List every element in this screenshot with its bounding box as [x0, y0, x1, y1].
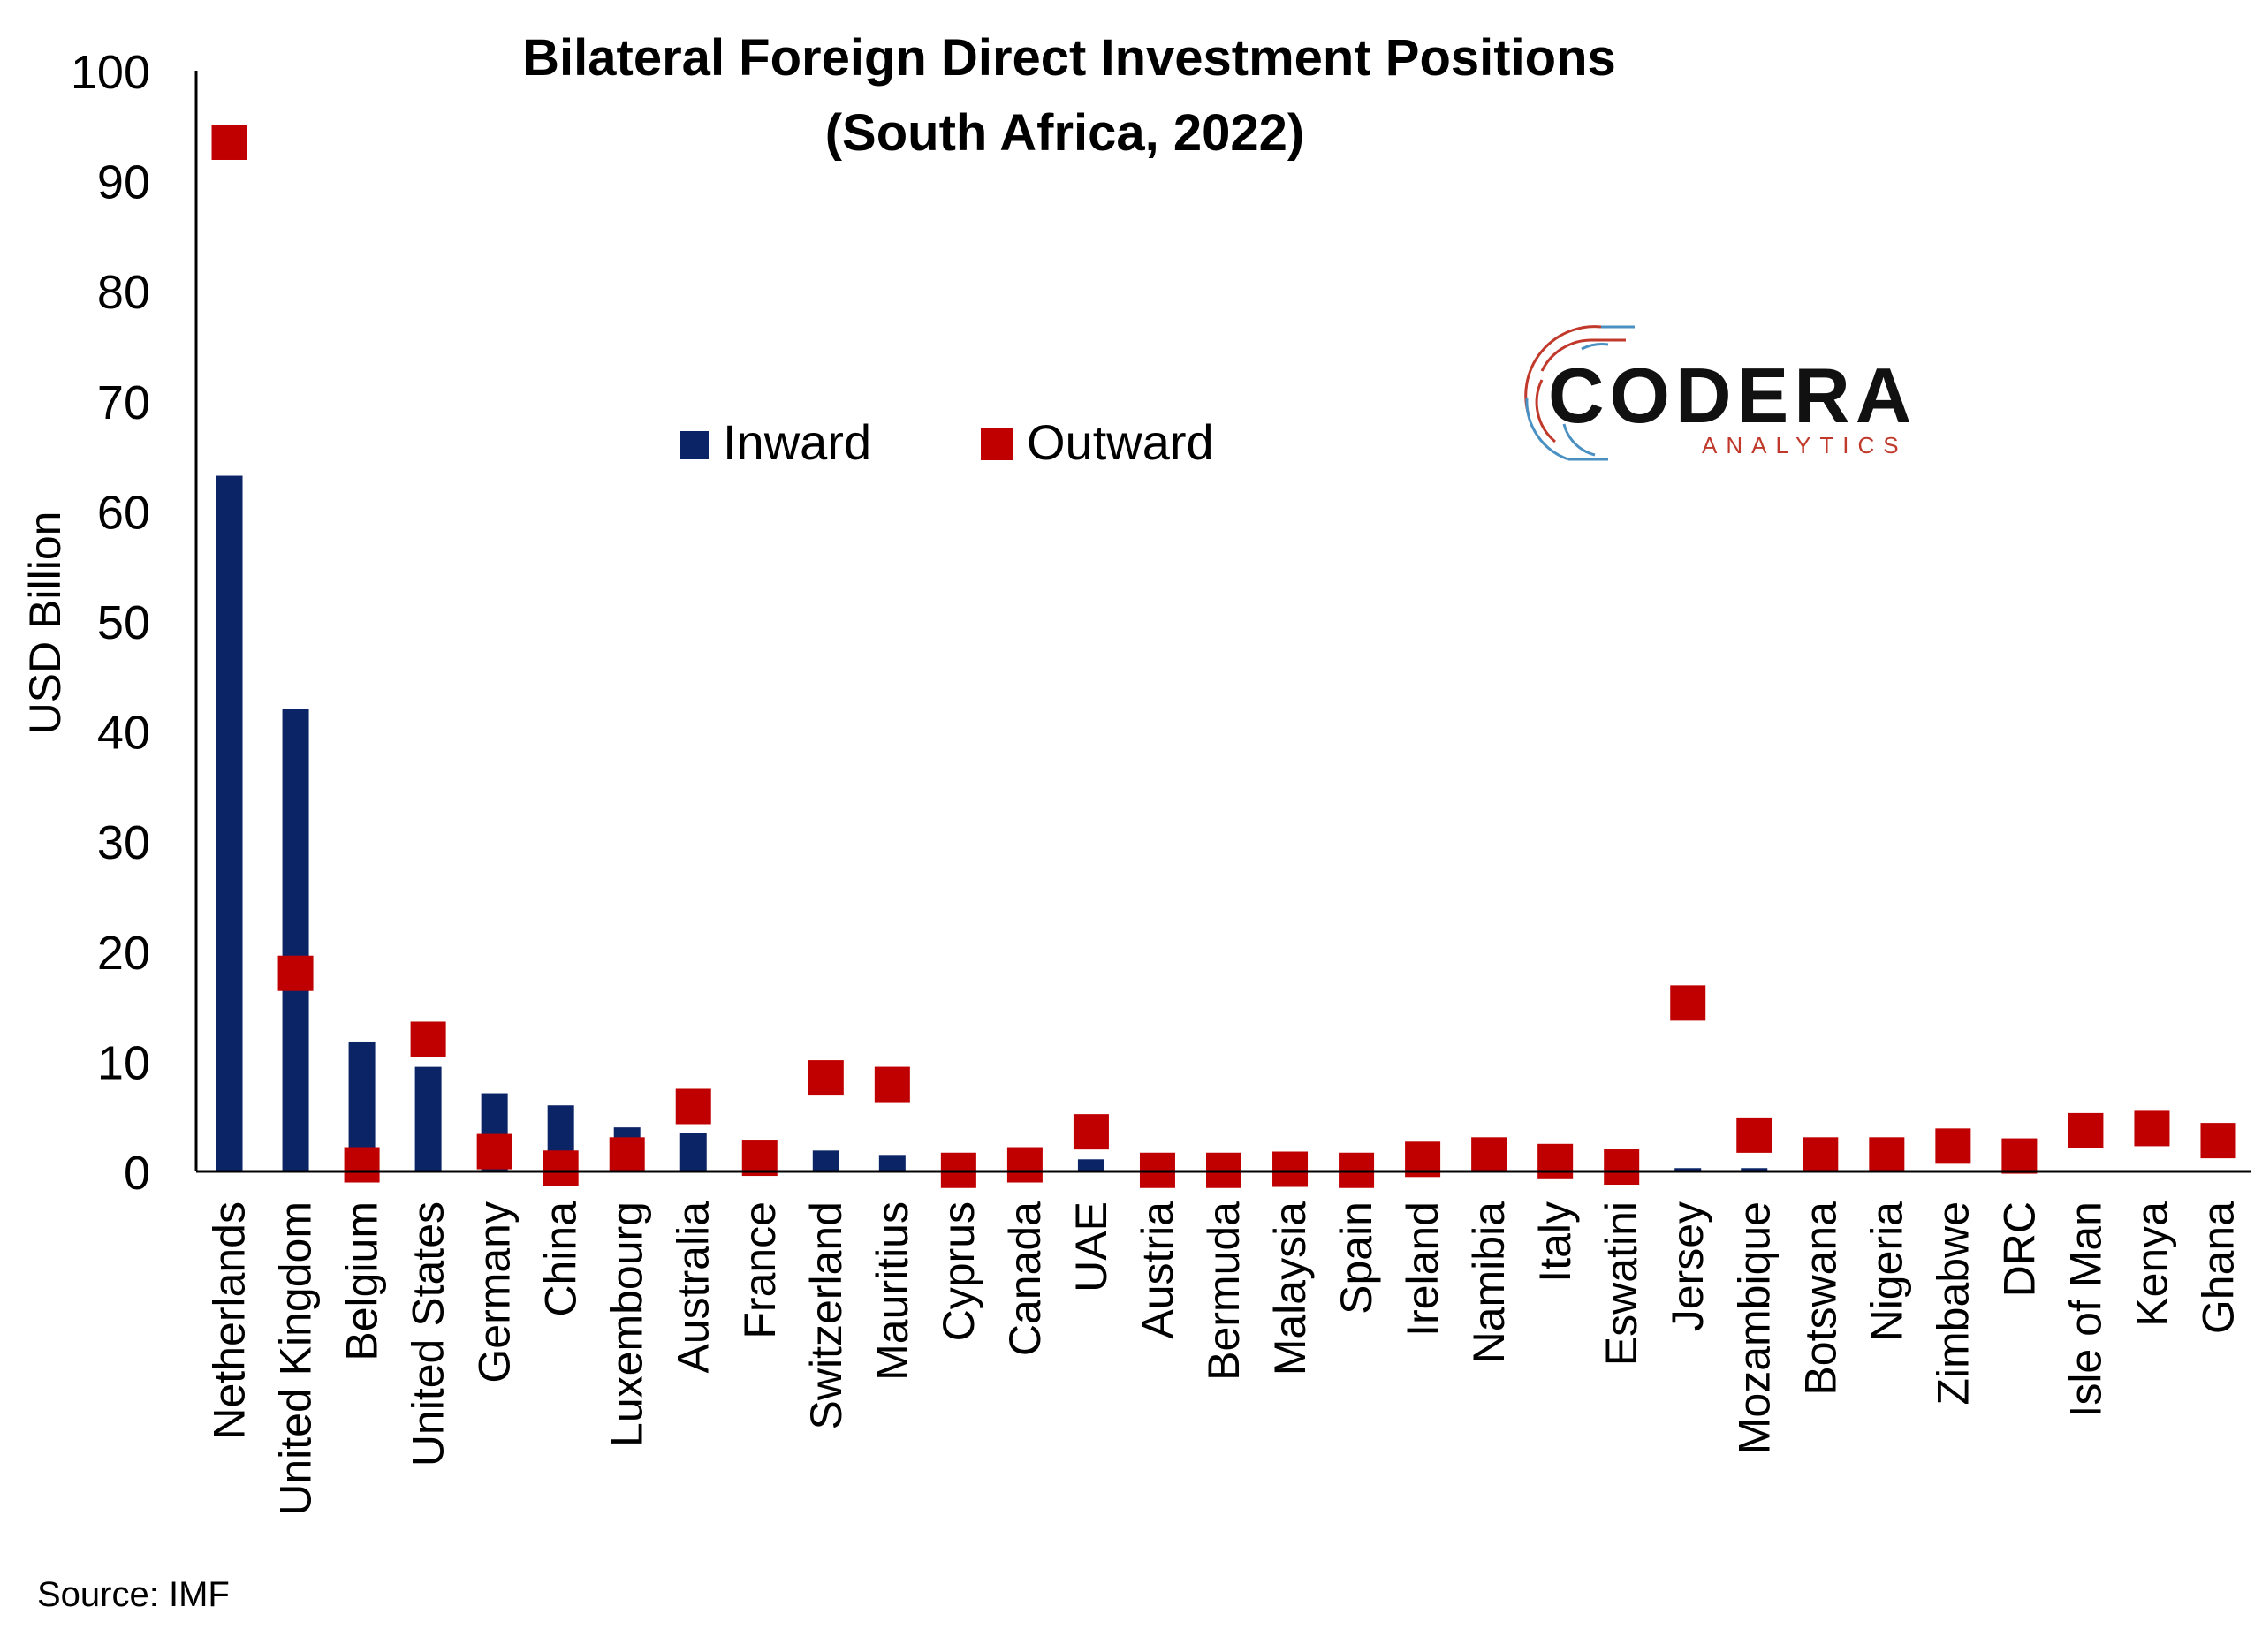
x-tick-label: Mauritius [868, 1201, 917, 1381]
x-tick-label: Nigeria [1862, 1201, 1911, 1342]
inward-bar [1741, 1168, 1768, 1171]
outward-marker [741, 1140, 778, 1177]
y-tick-label: 10 [97, 1036, 150, 1089]
outward-marker [609, 1137, 645, 1173]
outward-marker [344, 1147, 380, 1183]
x-tick-label: China [536, 1201, 586, 1317]
y-tick-label: 100 [71, 46, 150, 99]
source-note: Source: IMF [37, 1575, 230, 1614]
outward-marker [1869, 1137, 1905, 1173]
inward-bars [216, 475, 1834, 1171]
inward-bar [812, 1150, 839, 1171]
y-tick-label: 70 [97, 376, 150, 429]
y-tick-label: 60 [97, 486, 150, 539]
outward-marker [1471, 1137, 1507, 1173]
y-tick-label: 40 [97, 707, 150, 760]
x-tick-label: Botswana [1795, 1201, 1845, 1396]
outward-marker [1272, 1151, 1309, 1187]
outward-marker [1935, 1128, 1971, 1164]
y-tick-label: 50 [97, 596, 150, 649]
outward-markers [211, 124, 2236, 1188]
x-tick-label: Isle of Man [2061, 1201, 2110, 1418]
x-tick-label: Australia [669, 1201, 718, 1374]
codera-logo: CODERA ANALYTICS [1524, 325, 1917, 461]
y-tick-label: 0 [124, 1147, 150, 1200]
inward-bar [878, 1155, 906, 1171]
chart-title: Bilateral Foreign Direct Investment Posi… [522, 29, 1616, 87]
outward-marker [1736, 1117, 1772, 1153]
outward-marker [1073, 1114, 1109, 1150]
x-tick-label: Kenya [2127, 1201, 2176, 1327]
outward-marker [277, 955, 314, 991]
x-tick-label: United States [404, 1201, 453, 1466]
outward-marker [1006, 1147, 1043, 1183]
x-tick-label: Canada [1000, 1201, 1050, 1356]
inward-bar [414, 1066, 442, 1171]
y-tick-label: 20 [97, 927, 150, 980]
outward-marker [2068, 1112, 2104, 1148]
outward-marker [476, 1133, 512, 1170]
y-tick-label: 90 [97, 156, 150, 209]
outward-marker [211, 124, 247, 160]
outward-marker [675, 1088, 711, 1125]
chart-subtitle: (South Africa, 2022) [825, 104, 1305, 162]
legend-outward-label: Outward [1027, 414, 1214, 470]
y-axis-label: USD Billion [20, 512, 70, 735]
x-tick-label: Jersey [1663, 1201, 1712, 1331]
x-tick-label: Mozambique [1729, 1201, 1779, 1454]
logo-sub: ANALYTICS [1702, 432, 1908, 458]
x-tick-label: Spain [1332, 1201, 1381, 1315]
x-tick-label: DRC [1994, 1201, 2044, 1297]
x-axis-labels: Netherlands United Kingdom Belgium United S… [205, 1201, 2243, 1516]
outward-marker [2134, 1110, 2170, 1147]
inward-bar [216, 475, 243, 1171]
outward-marker [1604, 1149, 1640, 1186]
x-tick-label: France [735, 1201, 785, 1339]
outward-marker [2200, 1123, 2236, 1159]
logo-name: CODERA [1548, 352, 1917, 439]
x-tick-label: Zimbabwe [1928, 1201, 1977, 1406]
outward-marker [1670, 985, 1706, 1021]
outward-marker [2001, 1138, 2038, 1174]
logo-circuit-icon [1524, 325, 1635, 461]
x-tick-label: Italy [1530, 1201, 1580, 1283]
y-tick-label: 80 [97, 266, 150, 319]
outward-marker [874, 1066, 910, 1103]
x-tick-label: UAE [1066, 1201, 1116, 1292]
x-tick-label: Netherlands [205, 1201, 254, 1440]
x-tick-label: Bermuda [1199, 1201, 1249, 1381]
x-tick-label: Cyprus [934, 1201, 983, 1341]
x-tick-label: Namibia [1464, 1201, 1514, 1364]
outward-marker [808, 1060, 844, 1096]
legend: Inward Outward [680, 414, 1214, 470]
outward-marker [410, 1021, 446, 1057]
x-tick-label: Eswatini [1597, 1201, 1646, 1366]
outward-marker [543, 1150, 579, 1186]
x-tick-label: Switzerland [801, 1201, 851, 1429]
legend-outward-swatch [981, 428, 1013, 460]
y-axis-ticks: 0 10 20 30 40 50 60 70 80 90 100 [71, 46, 150, 1200]
x-tick-label: Ghana [2193, 1201, 2243, 1334]
inward-bar [282, 709, 309, 1171]
outward-marker [1537, 1143, 1574, 1179]
legend-inward-swatch [680, 431, 709, 459]
x-tick-label: Belgium [338, 1201, 387, 1361]
inward-bar [1077, 1159, 1104, 1171]
x-tick-label: Austria [1133, 1201, 1182, 1339]
inward-bar [1674, 1168, 1702, 1171]
outward-marker [1803, 1137, 1839, 1173]
x-tick-label: Malaysia [1265, 1201, 1315, 1375]
x-tick-label: Luxembourg [603, 1201, 652, 1447]
x-tick-label: United Kingdom [271, 1201, 321, 1516]
x-tick-label: Germany [470, 1201, 520, 1383]
inward-bar [679, 1133, 707, 1171]
legend-inward-label: Inward [723, 414, 871, 470]
y-tick-label: 30 [97, 816, 150, 869]
x-tick-label: Ireland [1398, 1201, 1447, 1337]
